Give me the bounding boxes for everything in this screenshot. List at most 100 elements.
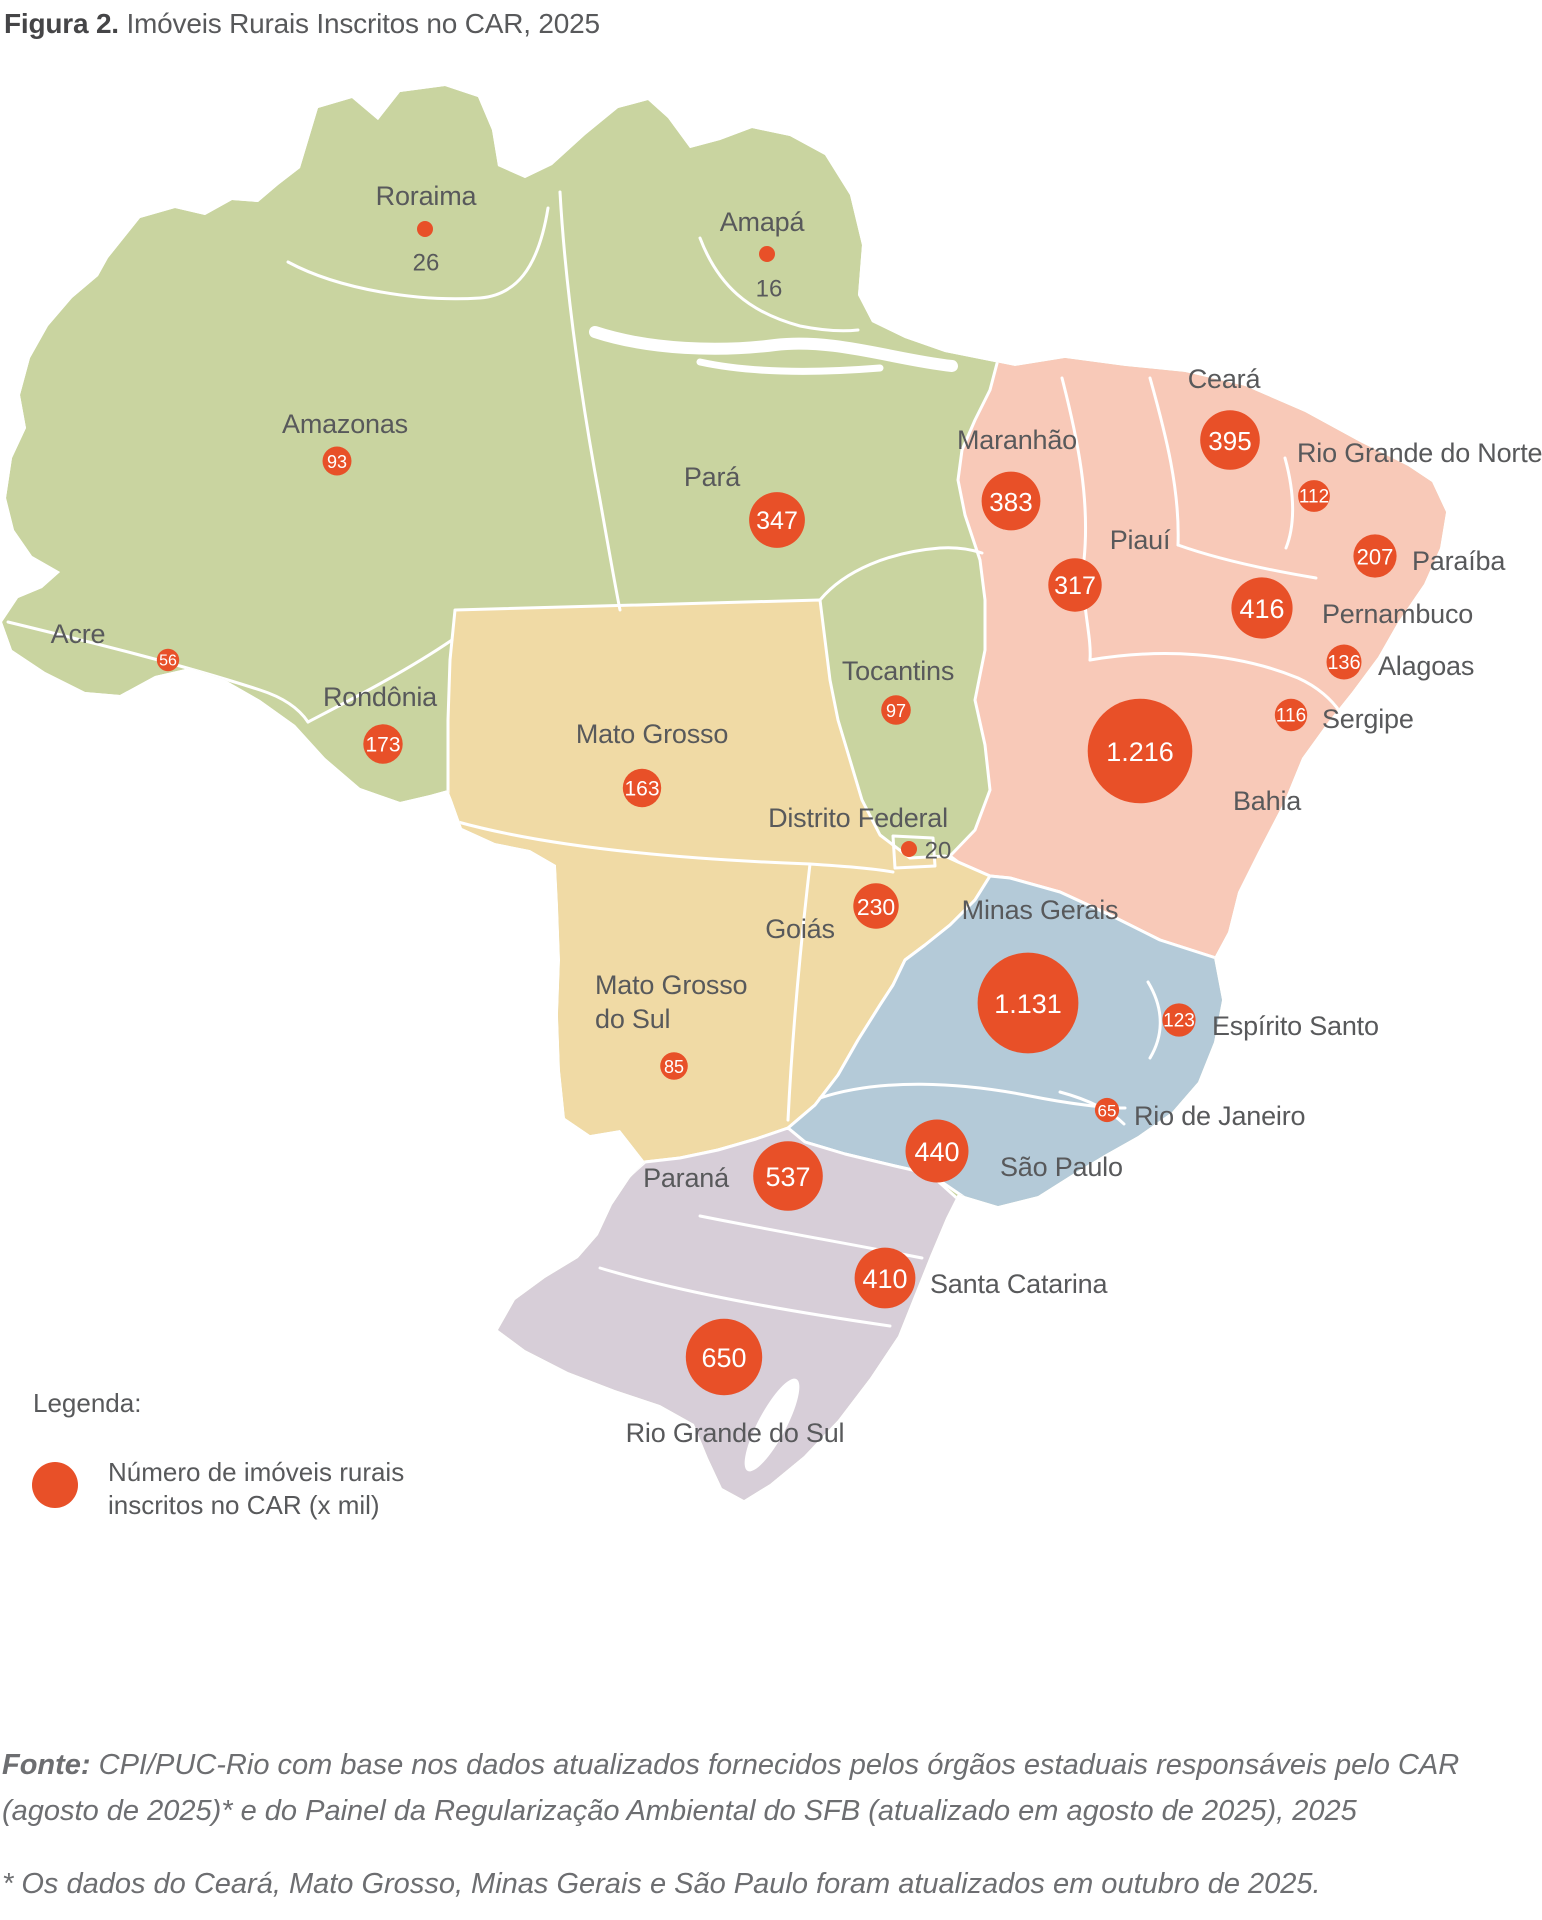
- state-bubble: [854, 1247, 916, 1309]
- state-value: 395: [1208, 426, 1251, 456]
- state-bubble: [981, 471, 1041, 531]
- state-label: Tocantins: [842, 656, 954, 686]
- state-value: 650: [701, 1343, 746, 1373]
- figure-title-text: Imóveis Rurais Inscritos no CAR, 2025: [118, 8, 600, 39]
- state-borders-center-west: [456, 820, 937, 1122]
- state-value: 20: [925, 838, 952, 865]
- state-label: Mato Grosso: [576, 719, 728, 749]
- state-marker-acre: 56 Acre: [51, 619, 180, 672]
- state-label: Piauí: [1110, 525, 1171, 555]
- state-borders-north: [6, 190, 984, 724]
- state-label: Amapá: [720, 207, 806, 237]
- state-label: Santa Catarina: [930, 1269, 1108, 1299]
- state-bubble: [1353, 534, 1397, 578]
- source-line-2: (agosto de 2025)* e do Painel da Regular…: [2, 1795, 1357, 1827]
- state-bubble: [977, 952, 1079, 1054]
- legend: Número de imóveis rurais inscritos no CA…: [32, 1456, 404, 1522]
- state-marker-amazonas: 93 Amazonas: [282, 409, 408, 476]
- state-value: 85: [664, 1057, 684, 1077]
- state-bubble: [1326, 644, 1362, 680]
- state-bubble: [1298, 480, 1330, 512]
- state-marker-sao-paulo: 440 São Paulo: [905, 1119, 1123, 1183]
- state-value: 173: [365, 734, 400, 757]
- state-bubble: [1087, 698, 1193, 804]
- state-value: 93: [327, 452, 347, 472]
- state-marker-rio-grande-do-norte: 112 Rio Grande do Norte: [1297, 438, 1542, 512]
- state-bubble: [1094, 1097, 1120, 1123]
- state-label: Pará: [684, 462, 741, 492]
- state-value: 207: [1357, 545, 1394, 570]
- state-bubble: [1200, 410, 1260, 470]
- state-value: 1.216: [1106, 737, 1174, 767]
- figure-title: Figura 2. Imóveis Rurais Inscritos no CA…: [4, 8, 600, 40]
- distrito-federal-outline: [891, 834, 937, 870]
- state-label: Rondônia: [323, 682, 438, 712]
- state-label: Ceará: [1188, 364, 1262, 394]
- state-bubble: [853, 883, 899, 929]
- state-marker-mato-grosso-do-sul: 85 Mato Grosso do Sul: [595, 970, 748, 1080]
- state-label: Alagoas: [1378, 651, 1474, 681]
- state-label: Distrito Federal: [768, 803, 948, 833]
- state-marker-rondonia: 173 Rondônia: [323, 682, 438, 764]
- source-line-1: CPI/PUC-Rio com base nos dados atualizad…: [90, 1749, 1460, 1781]
- state-value: 1.131: [994, 989, 1062, 1019]
- state-value: 56: [159, 653, 177, 670]
- state-label: Espírito Santo: [1212, 1011, 1379, 1041]
- state-label: Goiás: [765, 914, 835, 944]
- state-borders-northeast: [1060, 376, 1342, 714]
- state-value: 347: [756, 507, 798, 535]
- state-bubble: [417, 221, 433, 237]
- legend-line-1: Número de imóveis rurais: [108, 1457, 405, 1487]
- state-value: 136: [1327, 652, 1360, 674]
- state-bubble: [622, 768, 662, 808]
- state-marker-rio-de-janeiro: 65 Rio de Janeiro: [1094, 1097, 1306, 1131]
- state-value: 410: [862, 1264, 907, 1294]
- state-label: São Paulo: [1000, 1152, 1123, 1182]
- figure-number: Figura 2.: [4, 8, 119, 39]
- state-label: Roraima: [376, 181, 478, 211]
- state-marker-paraiba: 207 Paraíba: [1353, 534, 1507, 578]
- amazon-river: [589, 326, 958, 375]
- state-value: 383: [989, 487, 1032, 517]
- state-label: Bahia: [1233, 786, 1302, 816]
- legend-text: Número de imóveis rurais inscritos no CA…: [108, 1456, 404, 1522]
- state-bubble: [881, 695, 911, 725]
- state-bubble: [901, 841, 917, 857]
- state-value: 65: [1098, 1102, 1117, 1121]
- state-marker-alagoas: 136 Alagoas: [1326, 644, 1474, 681]
- state-marker-maranhao: 383 Maranhão: [957, 425, 1077, 531]
- state-bubble: [1274, 698, 1308, 732]
- state-bubble: [363, 724, 403, 764]
- state-value: 16: [756, 276, 783, 303]
- state-marker-goias: 230 Goiás: [765, 883, 899, 944]
- state-label: Rio Grande do Sul: [626, 1418, 845, 1448]
- state-marker-piaui: 317 Piauí: [1048, 525, 1171, 612]
- state-value: 317: [1054, 572, 1096, 600]
- state-marker-para: 347 Pará: [684, 462, 805, 548]
- state-marker-bahia: 1.216 Bahia: [1087, 698, 1302, 816]
- state-bubble: [749, 492, 805, 548]
- state-marker-roraima: 26 Roraima: [376, 181, 478, 277]
- state-label: Rio Grande do Norte: [1297, 438, 1542, 468]
- state-marker-espirito-santo: 123 Espírito Santo: [1162, 1003, 1379, 1041]
- state-value: 26: [413, 250, 440, 277]
- footnote: * Os dados do Ceará, Mato Grosso, Minas …: [2, 1868, 1321, 1900]
- state-bubble: [1048, 558, 1102, 612]
- state-label: Paraíba: [1412, 546, 1506, 576]
- state-label: Rio de Janeiro: [1134, 1101, 1305, 1131]
- state-markers: 26 Roraima 16 Amapá 93 Amazonas 347 Pará 56 Acre 1…: [51, 181, 1542, 1448]
- state-marker-mato-grosso: 163 Mato Grosso: [576, 719, 728, 808]
- state-marker-distrito-federal: 20 Distrito Federal: [768, 803, 951, 865]
- legend-line-2: inscritos no CAR (x mil): [108, 1490, 380, 1520]
- state-marker-amapa: 16 Amapá: [720, 207, 806, 303]
- legend-heading: Legenda:: [33, 1388, 142, 1418]
- state-value: 163: [624, 778, 659, 801]
- state-bubble: [759, 246, 775, 262]
- state-marker-ceara: 395 Ceará: [1188, 364, 1262, 470]
- state-label: do Sul: [595, 1004, 670, 1034]
- state-value: 116: [1276, 706, 1306, 727]
- state-label: Maranhão: [957, 425, 1077, 455]
- state-value: 440: [914, 1137, 959, 1167]
- state-value: 112: [1299, 487, 1329, 508]
